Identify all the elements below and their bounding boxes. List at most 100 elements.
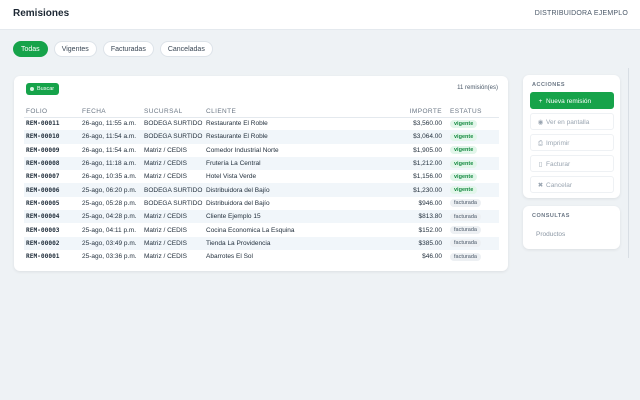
cell-cliente: Frutería La Central	[204, 156, 384, 171]
cell-fecha: 25-ago, 03:36 p.m.	[82, 253, 137, 261]
cell-importe: $3,064.00	[384, 130, 444, 144]
cell-cliente: Abarrotes El Sol	[206, 253, 253, 261]
printer-icon: ⎙	[537, 140, 544, 147]
page-title: Remisiones	[13, 8, 70, 19]
cell-estatus: facturada	[444, 223, 499, 236]
cell-estatus: vigente	[444, 156, 499, 171]
imprimir-button[interactable]: ⎙ Imprimir	[530, 134, 614, 151]
cell-folio: REM-00004	[24, 210, 80, 224]
cell-folio: REM-00007	[26, 173, 60, 181]
cell-folio: REM-00001	[26, 253, 60, 261]
status-badge: facturada	[450, 239, 481, 248]
status-tabs: Todas Vigentes Facturadas Canceladas	[13, 41, 213, 57]
column-header-estatus: ESTATUS	[444, 106, 499, 118]
table-row[interactable]: REM-00004 25-ago, 04:28 p.m. Matriz / CEDI…	[24, 210, 499, 224]
cell-importe: $152.00	[418, 226, 443, 234]
cell-cliente: Cliente Ejemplo 15	[204, 210, 384, 224]
cell-sucursal: BODEGA SURTIDO	[144, 120, 203, 128]
cell-fecha: 25-ago, 04:11 p.m.	[82, 226, 137, 234]
cell-sucursal: Matriz / CEDIS	[142, 156, 204, 171]
cell-fecha: 26-ago, 11:54 a.m.	[82, 146, 137, 154]
cell-importe: $1,212.00	[384, 156, 444, 171]
cell-estatus: facturada	[444, 210, 499, 224]
status-badge: vigente	[450, 172, 478, 181]
cell-sucursal: BODEGA SURTIDO	[142, 130, 204, 144]
tab-todas[interactable]: Todas	[13, 41, 48, 57]
table-row[interactable]: REM-00008 26-ago, 11:18 a.m. Matriz / CEDI…	[24, 156, 499, 171]
column-header-cliente: CLIENTE	[204, 106, 384, 118]
productos-link[interactable]: Productos	[530, 226, 614, 243]
remisiones-table: FOLIO FECHA SUCURSAL CLIENTE IMPORTE EST…	[24, 106, 499, 263]
tab-canceladas[interactable]: Canceladas	[159, 41, 213, 57]
table-row[interactable]: REM-00003 25-ago, 04:11 p.m. Matriz / CEDI…	[24, 223, 499, 236]
cell-cliente: Cocina Economica La Esquina	[206, 226, 295, 234]
status-badge: vigente	[450, 119, 478, 128]
cell-fecha: 25-ago, 05:28 p.m.	[82, 199, 137, 207]
status-badge: facturada	[450, 199, 481, 208]
action-label: Nueva remisión	[546, 98, 592, 105]
cell-estatus: vigente	[444, 183, 499, 197]
top-bar: Remisiones DISTRIBUIDORA EJEMPLO	[0, 0, 640, 30]
cell-cliente: Hotel Vista Verde	[206, 173, 257, 181]
table-row[interactable]: REM-00005 25-ago, 05:28 p.m. BODEGA SURTID…	[24, 197, 499, 210]
cell-importe: $1,156.00	[413, 173, 442, 181]
cancelar-button[interactable]: ✖ Cancelar	[530, 176, 614, 193]
tab-facturadas[interactable]: Facturadas	[102, 41, 154, 57]
cell-folio: REM-00011	[26, 120, 60, 128]
cell-importe: $946.00	[418, 199, 443, 207]
status-badge: vigente	[450, 132, 478, 141]
table-row[interactable]: REM-00007 26-ago, 10:35 a.m. Matriz / CEDI…	[24, 170, 499, 183]
search-button-label: Buscar	[37, 86, 55, 92]
table-row[interactable]: REM-00001 25-ago, 03:36 p.m. Matriz / CEDI…	[24, 250, 499, 263]
cell-fecha: 26-ago, 11:54 a.m.	[80, 130, 142, 144]
cell-sucursal: Matriz / CEDIS	[144, 253, 187, 261]
remisiones-card: Buscar 11 remisión(es) FOLIO FECHA SUCUR…	[14, 76, 508, 271]
queries-panel: CONSULTAS Productos	[523, 206, 620, 249]
cell-cliente: Tienda La Providencia	[204, 236, 384, 250]
search-button[interactable]: Buscar	[26, 83, 60, 95]
ver-en-pantalla-button[interactable]: ◉ Ver en pantalla	[530, 113, 614, 130]
cell-sucursal: Matriz / CEDIS	[144, 226, 187, 234]
table-row[interactable]: REM-00002 25-ago, 03:49 p.m. Matriz / CEDI…	[24, 236, 499, 250]
column-header-folio: FOLIO	[24, 106, 80, 118]
cell-fecha: 26-ago, 11:55 a.m.	[82, 120, 137, 128]
cell-estatus: vigente	[444, 170, 499, 183]
scrollbar[interactable]	[628, 68, 629, 258]
cell-sucursal: Matriz / CEDIS	[142, 236, 204, 250]
queries-title: CONSULTAS	[532, 213, 570, 219]
status-badge: facturada	[450, 212, 481, 221]
actions-panel: ACCIONES + Nueva remisión ◉ Ver en pantalla…	[523, 75, 620, 198]
column-header-importe: IMPORTE	[384, 106, 444, 118]
table-row[interactable]: REM-00009 26-ago, 11:54 a.m. Matriz / CEDI…	[24, 144, 499, 157]
nueva-remisi-n-button[interactable]: + Nueva remisión	[530, 92, 614, 109]
cell-sucursal: BODEGA SURTIDO	[142, 183, 204, 197]
status-badge: vigente	[450, 146, 478, 155]
eye-icon: ◉	[537, 119, 544, 126]
cell-importe: $813.80	[384, 210, 444, 224]
cell-folio: REM-00003	[26, 226, 60, 234]
facturar-button[interactable]: ▯ Facturar	[530, 155, 614, 172]
table-row[interactable]: REM-00006 25-ago, 06:20 p.m. BODEGA SURTID…	[24, 183, 499, 197]
column-header-sucursal: SUCURSAL	[142, 106, 204, 118]
cell-sucursal: BODEGA SURTIDO	[144, 199, 203, 207]
tab-vigentes[interactable]: Vigentes	[53, 41, 97, 57]
close-icon: ✖	[537, 182, 544, 189]
status-badge: facturada	[450, 226, 481, 235]
cell-importe: $46.00	[422, 253, 442, 261]
table-row[interactable]: REM-00011 26-ago, 11:55 a.m. BODEGA SURTID…	[24, 117, 499, 130]
record-count: 11 remisión(es)	[457, 85, 498, 91]
company-name[interactable]: DISTRIBUIDORA EJEMPLO	[534, 10, 628, 17]
cell-cliente: Restaurante El Roble	[206, 120, 268, 128]
status-badge: vigente	[450, 159, 478, 168]
cell-sucursal: Matriz / CEDIS	[144, 146, 187, 154]
cell-cliente: Comedor Industrial Norte	[206, 146, 279, 154]
cell-fecha: 25-ago, 06:20 p.m.	[80, 183, 142, 197]
cell-folio: REM-00010	[24, 130, 80, 144]
action-label: Facturar	[546, 161, 571, 168]
actions-title: ACCIONES	[532, 82, 566, 88]
cell-estatus: facturada	[444, 236, 499, 250]
search-icon	[30, 87, 34, 91]
cell-estatus: vigente	[444, 117, 499, 130]
table-row[interactable]: REM-00010 26-ago, 11:54 a.m. BODEGA SURTID…	[24, 130, 499, 144]
cell-estatus: vigente	[444, 144, 499, 157]
